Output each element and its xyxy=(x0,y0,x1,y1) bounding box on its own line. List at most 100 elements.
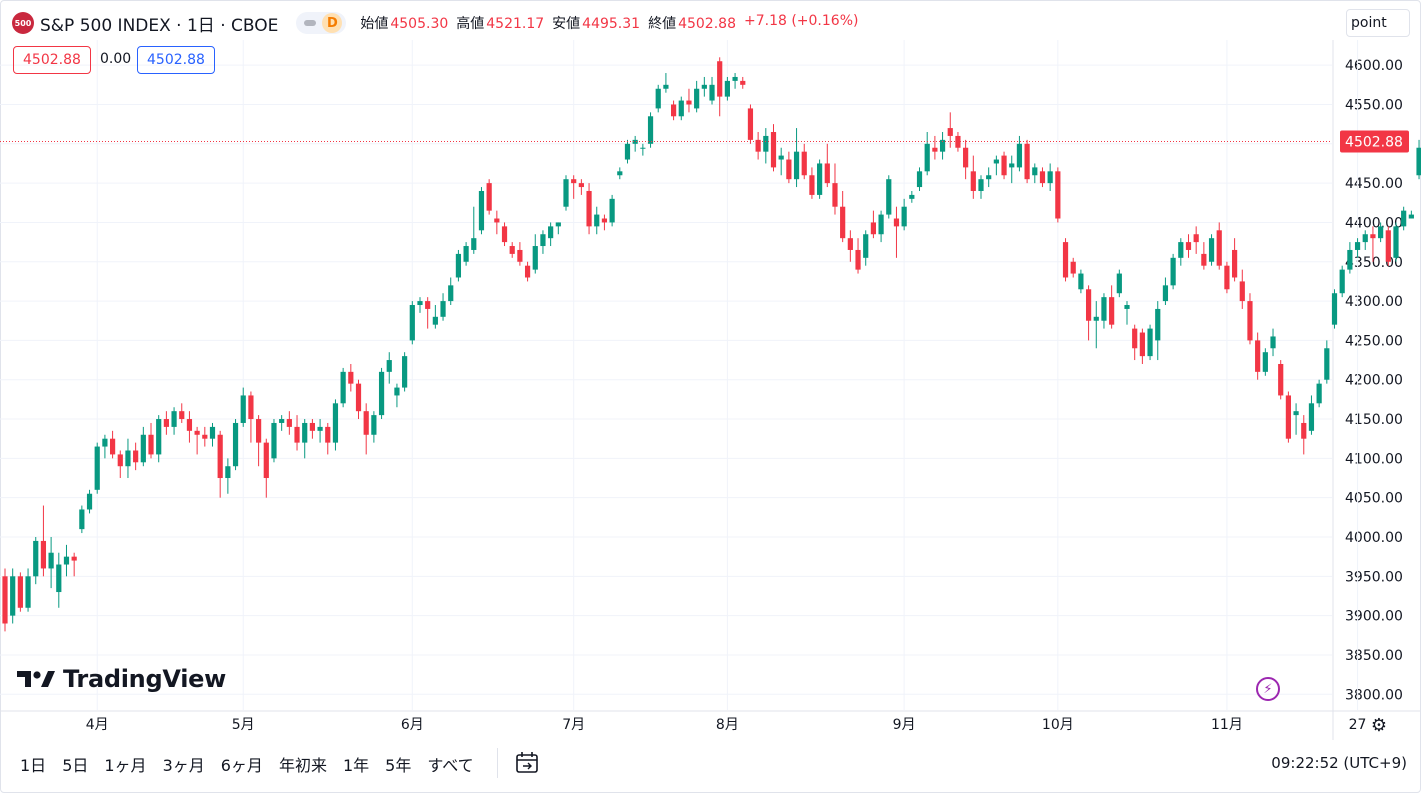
candle-body[interactable] xyxy=(1032,167,1038,176)
candle-body[interactable] xyxy=(517,249,523,262)
candle-body[interactable] xyxy=(1116,273,1122,294)
candle-body[interactable] xyxy=(386,360,392,372)
candle-body[interactable] xyxy=(325,426,331,443)
candle-body[interactable] xyxy=(663,84,669,89)
candle-body[interactable] xyxy=(371,415,377,435)
candle-body[interactable] xyxy=(901,206,907,227)
candle-body[interactable] xyxy=(1216,230,1222,266)
candle-body[interactable] xyxy=(1101,297,1107,321)
candle-body[interactable] xyxy=(1109,297,1115,325)
candle-body[interactable] xyxy=(1001,155,1007,176)
price-unit-button[interactable]: point xyxy=(1346,9,1410,37)
candle-body[interactable] xyxy=(363,411,369,435)
range-ytd[interactable]: 年初来 xyxy=(278,756,327,775)
candle-body[interactable] xyxy=(1047,171,1053,184)
candle-body[interactable] xyxy=(832,183,838,207)
candle-body[interactable] xyxy=(248,395,254,420)
candle-body[interactable] xyxy=(1039,171,1046,184)
candle-body[interactable] xyxy=(740,80,746,85)
candle-body[interactable] xyxy=(548,226,554,239)
candle-body[interactable] xyxy=(94,446,100,490)
candle-body[interactable] xyxy=(33,540,39,577)
lightning-icon[interactable]: ⚡ xyxy=(1256,677,1280,701)
candle-body[interactable] xyxy=(655,88,661,109)
candle-body[interactable] xyxy=(117,454,123,467)
candle-body[interactable] xyxy=(294,426,300,443)
candle-body[interactable] xyxy=(202,434,208,439)
candle-body[interactable] xyxy=(686,100,692,105)
candle-body[interactable] xyxy=(532,246,538,270)
candle-body[interactable] xyxy=(1262,352,1268,372)
candle-body[interactable] xyxy=(102,438,108,447)
candle-body[interactable] xyxy=(48,552,54,569)
candle-body[interactable] xyxy=(1316,383,1322,404)
candle-body[interactable] xyxy=(194,430,200,435)
candle-body[interactable] xyxy=(332,403,339,443)
candle-body[interactable] xyxy=(993,159,999,164)
candle-body[interactable] xyxy=(463,246,469,262)
clock-timezone[interactable]: 09:22:52 (UTC+9) xyxy=(1271,754,1407,772)
candle-body[interactable] xyxy=(317,426,323,431)
candle-body[interactable] xyxy=(232,422,239,467)
candle-body[interactable] xyxy=(947,128,953,136)
candle-body[interactable] xyxy=(1416,147,1421,176)
gear-icon[interactable]: ⚙ xyxy=(1370,714,1388,736)
range-3m[interactable]: 3ヶ月 xyxy=(162,756,205,775)
candle-body[interactable] xyxy=(963,147,969,168)
candle-body[interactable] xyxy=(79,509,85,530)
last-price-badge[interactable] xyxy=(1340,130,1409,153)
candle-body[interactable] xyxy=(978,179,984,191)
candle-body[interactable] xyxy=(924,143,930,172)
candle-body[interactable] xyxy=(909,194,915,199)
candle-body[interactable] xyxy=(970,171,976,191)
candle-body[interactable] xyxy=(1208,238,1215,262)
candle-body[interactable] xyxy=(25,576,31,608)
candle-body[interactable] xyxy=(1408,214,1414,219)
candle-body[interactable] xyxy=(1370,234,1376,239)
candle-body[interactable] xyxy=(1170,257,1176,286)
market-status-pill[interactable]: D xyxy=(296,12,347,34)
candle-body[interactable] xyxy=(1278,363,1284,396)
candle-body[interactable] xyxy=(824,163,830,184)
candle-body[interactable] xyxy=(1009,163,1015,168)
candle-body[interactable] xyxy=(17,576,23,608)
range-5y[interactable]: 5年 xyxy=(385,756,412,775)
candle-body[interactable] xyxy=(186,419,193,431)
candle-body[interactable] xyxy=(209,426,216,439)
candle-body[interactable] xyxy=(1147,328,1153,357)
candle-body[interactable] xyxy=(179,411,185,420)
candle-body[interactable] xyxy=(1362,234,1368,243)
candle-body[interactable] xyxy=(1308,403,1315,431)
symbol-title[interactable]: S&P 500 INDEX · 1日 · CBOE xyxy=(40,15,279,36)
candle-body[interactable] xyxy=(555,222,561,227)
candle-body[interactable] xyxy=(878,214,884,235)
candle-body[interactable] xyxy=(1178,242,1184,258)
candle-body[interactable] xyxy=(1347,249,1353,270)
candle-body[interactable] xyxy=(932,147,938,152)
range-1d[interactable]: 1日 xyxy=(20,756,47,775)
candle-body[interactable] xyxy=(425,301,431,309)
symbol-badge[interactable]: 500 xyxy=(12,12,34,34)
candle-body[interactable] xyxy=(1016,143,1023,168)
candle-body[interactable] xyxy=(763,135,769,152)
candle-body[interactable] xyxy=(109,438,116,455)
candle-body[interactable] xyxy=(148,434,154,455)
candle-body[interactable] xyxy=(501,226,508,243)
candle-body[interactable] xyxy=(478,190,485,231)
candle-body[interactable] xyxy=(786,159,792,180)
candle-body[interactable] xyxy=(1193,234,1199,243)
candle-body[interactable] xyxy=(770,132,777,168)
range-5d[interactable]: 5日 xyxy=(62,756,89,775)
candle-body[interactable] xyxy=(156,419,162,455)
candle-body[interactable] xyxy=(1224,265,1230,290)
candle-body[interactable] xyxy=(724,80,730,97)
candle-body[interactable] xyxy=(1070,261,1076,274)
candle-body[interactable] xyxy=(1285,395,1291,439)
candle-body[interactable] xyxy=(1162,285,1169,302)
candle-body[interactable] xyxy=(494,218,500,223)
candle-body[interactable] xyxy=(540,234,546,247)
candle-body[interactable] xyxy=(1385,230,1391,262)
candle-body[interactable] xyxy=(647,116,654,144)
candle-body[interactable] xyxy=(133,450,139,463)
candle-body[interactable] xyxy=(855,249,861,270)
